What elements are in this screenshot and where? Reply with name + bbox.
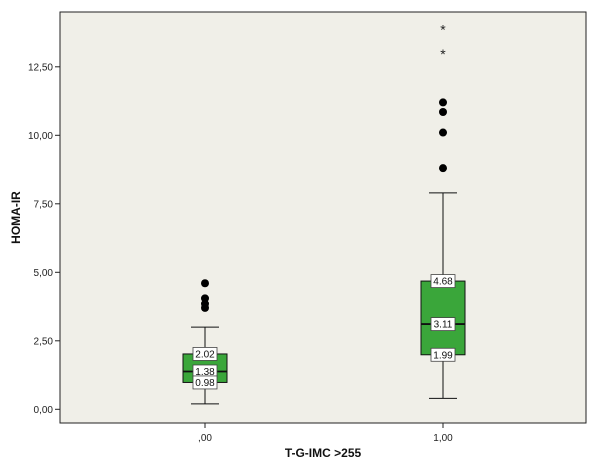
y-tick-label: 10,00 — [28, 131, 53, 142]
x-axis-title: T-G-IMC >255 — [285, 446, 362, 460]
y-tick-label: 7,50 — [34, 199, 54, 210]
outlier-point — [201, 279, 209, 288]
value-label-q3: 4.68 — [433, 277, 453, 288]
y-tick-label: 0,00 — [34, 405, 54, 416]
value-label-box — [430, 317, 456, 331]
value-label-median: 3.11 — [434, 320, 453, 331]
outlier-point — [439, 98, 447, 107]
value-label-box — [430, 274, 456, 288]
boxes: 2.02 1.380.98 4.68 3.11 1.99 * * — [182, 21, 466, 405]
plot-area — [59, 11, 587, 424]
x-axis: ,00 1,00 — [198, 423, 453, 444]
y-tick-label: 2,50 — [34, 336, 54, 347]
value-label-box — [192, 375, 218, 390]
box-group: 4.68 3.11 1.99 * * — [420, 21, 466, 399]
value-label-box — [430, 347, 456, 362]
outlier-point — [439, 108, 447, 117]
value-label-q1: 0.98 — [195, 378, 215, 389]
value-label-median: 1.38 — [195, 367, 215, 378]
outlier-point — [439, 164, 447, 173]
outlier-point — [201, 294, 209, 303]
y-tick-label: 12,50 — [28, 62, 53, 73]
x-tick-label: ,00 — [198, 433, 212, 444]
value-label-box — [192, 347, 218, 361]
box-group: 2.02 1.380.98 — [182, 279, 228, 405]
y-axis-title: HOMA-IR — [9, 191, 23, 244]
x-tick-label: 1,00 — [433, 433, 453, 444]
extreme-marker: * — [440, 46, 446, 62]
y-tick-label: 5,00 — [34, 268, 54, 279]
extreme-marker: * — [440, 21, 446, 37]
outlier-point — [201, 299, 209, 308]
outlier-point — [439, 128, 447, 137]
value-label-q3: 2.02 — [195, 349, 215, 360]
y-axis: 0,00 2,50 5,00 7,50 10,00 12,50 — [28, 62, 60, 416]
value-label-q1: 1.99 — [433, 350, 453, 361]
